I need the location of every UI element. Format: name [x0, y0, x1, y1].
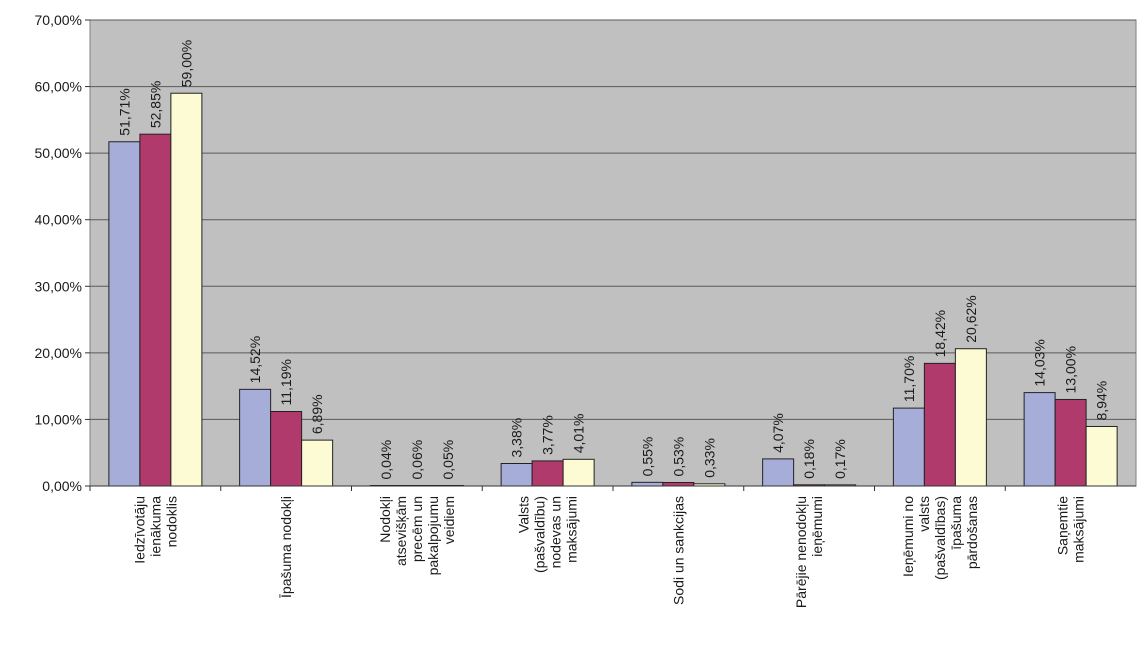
- bar: [1085, 425, 1118, 487]
- data-label: 51,71%: [116, 88, 132, 135]
- x-category-label-line: Īpašuma nodokļi: [278, 496, 294, 598]
- bar: [108, 141, 141, 487]
- data-label: 11,70%: [901, 356, 917, 402]
- data-label: 59,00%: [178, 40, 194, 87]
- x-category-label-line: ienākuma: [147, 496, 163, 557]
- bar: [631, 481, 664, 487]
- y-tick-label: 70,00%: [35, 12, 82, 28]
- y-tick-label: 0,00%: [42, 478, 82, 494]
- x-category-label-line: (pašvaldības): [932, 496, 948, 580]
- x-category-label-line: valsts: [916, 496, 932, 532]
- x-category-label-line: ieņēmumi: [809, 496, 825, 557]
- bar: [500, 462, 533, 487]
- data-label: 0,17%: [832, 439, 848, 479]
- data-label: 11,19%: [278, 359, 294, 405]
- x-category-label-line: īpašuma: [948, 496, 964, 550]
- x-category-label: Īpašuma nodokļi: [278, 496, 294, 598]
- x-category-label: Saņemtie maksājumi: [1055, 496, 1087, 563]
- x-category-label-line: Ieņēmumi no: [900, 496, 916, 577]
- bar: [762, 458, 795, 487]
- bar: [662, 481, 695, 487]
- x-category-label-line: Sodi un sankcijas: [670, 496, 686, 605]
- bar: [301, 439, 334, 487]
- x-category-label-line: Pārējie nenodokļu: [793, 496, 809, 608]
- bar: [270, 411, 303, 487]
- data-label: 0,55%: [639, 437, 655, 477]
- data-label: 0,06%: [409, 440, 425, 480]
- x-category-label-line: Iedzīvotāju: [131, 496, 147, 564]
- x-category-label: Sodi un sankcijas: [670, 496, 686, 605]
- x-category-label-line: veidiem: [441, 496, 457, 544]
- data-label: 4,01%: [571, 414, 587, 454]
- data-label: 20,62%: [963, 295, 979, 342]
- y-tick-label: 10,00%: [35, 411, 82, 427]
- x-category-label-line: pārdošanas: [964, 496, 980, 569]
- data-label: 18,42%: [932, 310, 948, 357]
- y-tick-label: 50,00%: [35, 145, 82, 161]
- x-category-label-line: (pašvaldību): [532, 496, 548, 573]
- y-tick-label: 40,00%: [35, 212, 82, 228]
- y-tick-label: 30,00%: [35, 278, 82, 294]
- y-axis-ticks: 0,00% 10,00% 20,00% 30,00% 40,00% 50,00% 60,00…: [35, 12, 90, 494]
- bar: [923, 362, 956, 487]
- data-label: 3,38%: [509, 418, 525, 458]
- data-label: 3,77%: [540, 415, 556, 455]
- x-axis-categories: Iedzīvotāju ienākuma nodoklis Īpašuma nodok…: [89, 486, 1087, 608]
- x-category-label-line: nodevas un: [548, 496, 564, 568]
- x-category-label-line: Valsts: [516, 496, 532, 533]
- x-category-label-line: maksājumi: [1071, 496, 1087, 563]
- data-label: 4,07%: [770, 413, 786, 453]
- data-labels: 51,71% 52,85% 59,00% 14,52% 11,19% 6,89% 0,04%…: [116, 40, 1109, 480]
- bar: [139, 133, 172, 487]
- x-category-label: Iedzīvotāju ienākuma nodoklis: [131, 496, 179, 564]
- bar: [892, 407, 925, 487]
- data-label: 0,04%: [378, 440, 394, 480]
- x-category-label: Valsts (pašvaldību) nodevas un maksājumi: [516, 496, 580, 573]
- data-label: 0,33%: [701, 438, 717, 478]
- bar: [531, 460, 564, 487]
- bar: [239, 388, 272, 487]
- data-label: 13,00%: [1063, 346, 1079, 393]
- bar: [562, 458, 595, 487]
- x-category-label: Ieņēmumi no valsts (pašvaldības) īpašuma pār…: [900, 496, 980, 580]
- y-tick-label: 60,00%: [35, 79, 82, 95]
- x-category-label-line: precēm un: [409, 496, 425, 562]
- data-label: 8,94%: [1094, 381, 1110, 421]
- x-category-label-line: maksājumi: [564, 496, 580, 563]
- bar: [954, 348, 987, 487]
- x-category-label: Pārējie nenodokļu ieņēmumi: [793, 496, 825, 608]
- data-label: 52,85%: [147, 81, 163, 128]
- x-category-label-line: Saņemtie: [1055, 496, 1071, 555]
- bar: [1023, 392, 1056, 487]
- data-label: 0,53%: [670, 437, 686, 477]
- x-category-label: Nodokļi atsevišķām precēm un pakalpojumu vei…: [377, 496, 457, 575]
- data-label: 0,18%: [801, 439, 817, 479]
- bars: [108, 92, 1118, 487]
- x-category-label-line: pakalpojumu: [425, 496, 441, 575]
- data-label: 0,05%: [440, 440, 456, 480]
- bar: [170, 92, 203, 487]
- x-category-label-line: atsevišķām: [393, 496, 409, 566]
- x-category-label-line: nodoklis: [163, 496, 179, 547]
- data-label: 14,52%: [247, 336, 263, 383]
- x-category-label-line: Nodokļi: [377, 496, 393, 543]
- bar: [1054, 398, 1087, 487]
- data-label: 6,89%: [309, 394, 325, 434]
- data-label: 14,03%: [1032, 339, 1048, 386]
- y-tick-label: 20,00%: [35, 345, 82, 361]
